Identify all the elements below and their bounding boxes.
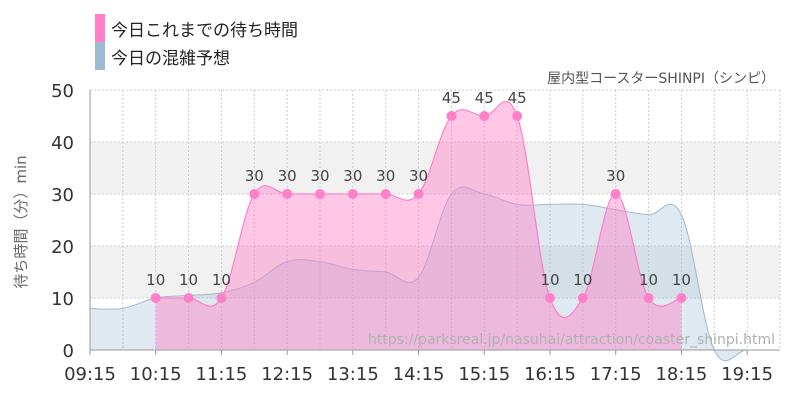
y-tick-label: 50 bbox=[51, 81, 74, 102]
legend-label-actual: 今日これまでの待ち時間 bbox=[111, 20, 298, 41]
data-point-actual bbox=[413, 189, 424, 199]
x-tick-label: 09:15 bbox=[64, 364, 116, 385]
data-point-actual bbox=[643, 293, 654, 303]
data-point-actual bbox=[249, 189, 260, 199]
grid-band bbox=[90, 246, 780, 298]
y-tick-label: 30 bbox=[51, 185, 74, 206]
chart-legend: 今日これまでの待ち時間 今日の混雑予想 bbox=[95, 14, 298, 70]
legend-swatch-actual bbox=[95, 14, 105, 42]
data-point-actual bbox=[577, 293, 588, 303]
x-tick-label: 17:15 bbox=[590, 364, 642, 385]
data-point-actual bbox=[150, 293, 161, 303]
data-label-actual: 10 bbox=[212, 271, 231, 289]
data-label-actual: 45 bbox=[475, 89, 494, 107]
data-point-actual bbox=[512, 111, 523, 121]
data-point-actual bbox=[282, 189, 293, 199]
series-line-forecast bbox=[89, 186, 780, 362]
data-label-actual: 10 bbox=[540, 271, 559, 289]
data-point-actual bbox=[216, 293, 227, 303]
x-tick-label: 14:15 bbox=[393, 364, 445, 385]
data-point-actual bbox=[545, 293, 555, 303]
data-point-actual bbox=[315, 189, 325, 199]
y-tick-label: 0 bbox=[63, 341, 74, 362]
data-point-actual bbox=[347, 189, 358, 199]
series-area-actual bbox=[155, 101, 682, 350]
series-line-actual bbox=[155, 100, 682, 319]
data-label-actual: 30 bbox=[343, 167, 362, 185]
data-label-actual: 30 bbox=[409, 167, 428, 185]
data-label-actual: 10 bbox=[573, 271, 592, 289]
data-point-actual bbox=[446, 111, 457, 121]
x-tick-label: 18:15 bbox=[655, 364, 707, 385]
legend-label-forecast: 今日の混雑予想 bbox=[111, 48, 230, 69]
x-tick-label: 16:15 bbox=[524, 364, 576, 385]
data-label-actual: 30 bbox=[376, 167, 395, 185]
data-label-actual: 45 bbox=[508, 89, 527, 107]
data-label-actual: 10 bbox=[672, 271, 691, 289]
data-label-actual: 45 bbox=[442, 89, 461, 107]
series-area-forecast bbox=[90, 186, 780, 361]
legend-item-forecast[interactable]: 今日の混雑予想 bbox=[95, 42, 298, 70]
data-point-actual bbox=[610, 189, 621, 199]
data-label-actual: 30 bbox=[606, 167, 625, 185]
data-label-actual: 30 bbox=[245, 167, 264, 185]
x-tick-label: 10:15 bbox=[130, 364, 182, 385]
watermark-url: https://parksreal.jp/nasuhai/attraction/… bbox=[368, 332, 775, 348]
data-label-actual: 10 bbox=[639, 271, 658, 289]
legend-swatch-forecast bbox=[95, 42, 105, 70]
data-label-actual: 10 bbox=[179, 271, 198, 289]
data-label-actual: 30 bbox=[278, 167, 297, 185]
data-point-actual bbox=[676, 293, 687, 303]
x-tick-label: 15:15 bbox=[458, 364, 510, 385]
data-point-actual bbox=[183, 293, 194, 303]
x-tick-label: 19:15 bbox=[721, 364, 773, 385]
data-label-actual: 30 bbox=[310, 167, 329, 185]
grid-band bbox=[90, 142, 780, 194]
chart-title: 屋内型コースターSHINPI（シンピ） bbox=[547, 71, 775, 87]
data-label-actual: 10 bbox=[146, 271, 165, 289]
x-tick-label: 11:15 bbox=[195, 364, 247, 385]
x-tick-label: 12:15 bbox=[261, 364, 313, 385]
legend-item-actual[interactable]: 今日これまでの待ち時間 bbox=[95, 14, 298, 42]
y-tick-label: 10 bbox=[51, 289, 74, 310]
y-tick-label: 40 bbox=[51, 133, 74, 154]
y-axis-label: 待ち時間（分）min bbox=[12, 155, 30, 288]
data-point-actual bbox=[479, 111, 490, 121]
y-tick-label: 20 bbox=[51, 237, 74, 258]
x-tick-label: 13:15 bbox=[327, 364, 379, 385]
data-point-actual bbox=[380, 189, 391, 199]
